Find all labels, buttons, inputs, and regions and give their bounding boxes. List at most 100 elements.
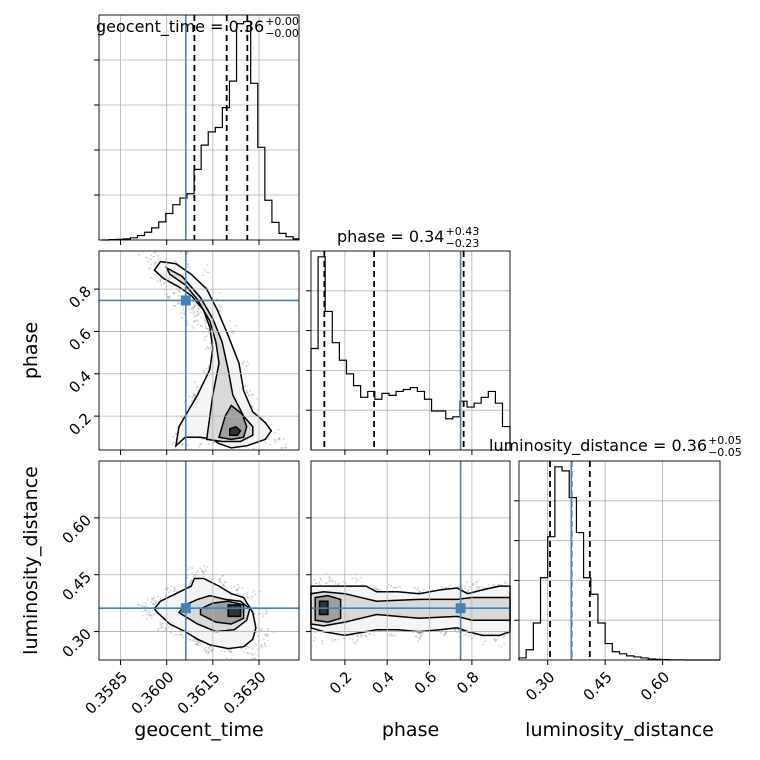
scatter-point <box>495 639 497 642</box>
panel-frame-1-1 <box>310 250 511 451</box>
scatter-point <box>173 259 176 262</box>
scatter-point <box>228 650 231 652</box>
scatter-point <box>204 327 207 330</box>
scatter-point <box>223 650 226 652</box>
scatter-point <box>496 638 498 641</box>
scatter-point <box>420 635 422 638</box>
scatter-point <box>195 643 198 645</box>
scatter-point <box>207 348 210 351</box>
x-tick-label-geocent_time: 0.3615 <box>174 668 224 718</box>
scatter-point <box>194 320 197 322</box>
scatter-point <box>378 588 380 591</box>
scatter-point <box>278 438 281 441</box>
scatter-point <box>504 580 507 582</box>
scatter-point <box>253 613 256 616</box>
panel-title-geocent_time: geocent_time = 0.36 +0.00−0.00 <box>96 15 299 40</box>
scatter-point <box>264 645 267 648</box>
scatter-point <box>241 363 244 365</box>
scatter-point <box>444 586 447 589</box>
scatter-point <box>262 638 265 641</box>
scatter-point <box>315 582 318 585</box>
scatter-point <box>138 253 140 256</box>
scatter-point <box>500 645 503 648</box>
scatter-point <box>154 262 157 265</box>
scatter-point <box>374 587 377 590</box>
scatter-point <box>156 595 159 598</box>
x-axis-label-luminosity_distance: luminosity_distance <box>525 719 714 741</box>
scatter-point <box>197 307 200 310</box>
scatter-point <box>318 583 321 586</box>
scatter-point <box>198 641 201 644</box>
scatter-point <box>265 610 268 613</box>
scatter-point <box>181 443 184 446</box>
scatter-point <box>213 648 215 651</box>
scatter-point <box>503 581 506 584</box>
scatter-point <box>193 315 196 318</box>
scatter-point <box>229 650 232 653</box>
scatter-point <box>356 635 359 638</box>
scatter-point <box>172 292 175 295</box>
scatter-point <box>370 584 373 587</box>
scatter-point <box>192 312 195 315</box>
scatter-point <box>157 629 160 632</box>
scatter-point <box>189 638 192 641</box>
scatter-point <box>190 307 193 310</box>
scatter-point <box>205 347 207 350</box>
scatter-point <box>259 590 262 593</box>
scatter-point <box>463 634 465 637</box>
scatter-point <box>505 582 508 585</box>
scatter-point <box>190 580 193 583</box>
scatter-point <box>280 447 283 450</box>
scatter-point <box>167 297 170 300</box>
scatter-point <box>193 305 196 308</box>
scatter-point <box>222 583 225 586</box>
histogram-geocent_time <box>102 20 300 241</box>
scatter-point <box>249 652 251 655</box>
scatter-point <box>264 634 266 637</box>
scatter-point <box>196 643 199 646</box>
scatter-point <box>205 649 208 652</box>
scatter-point <box>487 583 490 586</box>
scatter-point <box>219 309 221 312</box>
scatter-point <box>197 642 200 644</box>
scatter-point <box>171 443 174 446</box>
scatter-point <box>229 320 232 322</box>
scatter-point <box>348 637 351 640</box>
scatter-point <box>204 568 207 571</box>
scatter-point <box>248 394 250 397</box>
scatter-point <box>208 443 210 446</box>
scatter-point <box>333 639 336 642</box>
scatter-point <box>194 571 197 574</box>
scatter-point <box>419 634 422 637</box>
scatter-point <box>282 438 285 441</box>
y-axis-label-luminosity_distance: luminosity_distance <box>20 466 42 655</box>
scatter-point <box>159 258 162 260</box>
scatter-point <box>318 581 321 584</box>
scatter-point <box>414 635 417 637</box>
x-tick-label-phase: 0.6 <box>411 668 441 698</box>
scatter-point <box>267 627 269 630</box>
scatter-point <box>188 404 191 407</box>
scatter-point <box>191 396 193 399</box>
scatter-point <box>173 589 176 592</box>
scatter-point <box>176 633 179 636</box>
scatter-point <box>373 585 375 587</box>
scatter-point <box>246 392 249 394</box>
scatter-point <box>209 342 212 345</box>
scatter-point <box>173 586 176 588</box>
scatter-point <box>183 311 185 314</box>
scatter-point <box>159 621 161 624</box>
scatter-point <box>251 657 253 660</box>
scatter-point <box>245 391 248 394</box>
scatter-point <box>180 633 183 636</box>
scatter-point <box>421 631 424 634</box>
scatter-point <box>463 585 466 588</box>
scatter-point <box>194 395 197 397</box>
scatter-point <box>147 257 150 260</box>
scatter-point <box>233 332 235 335</box>
scatter-point <box>200 316 203 319</box>
scatter-point <box>207 650 210 653</box>
axes-layer <box>94 14 721 665</box>
scatter-point <box>159 281 162 284</box>
scatter-point <box>193 311 195 313</box>
